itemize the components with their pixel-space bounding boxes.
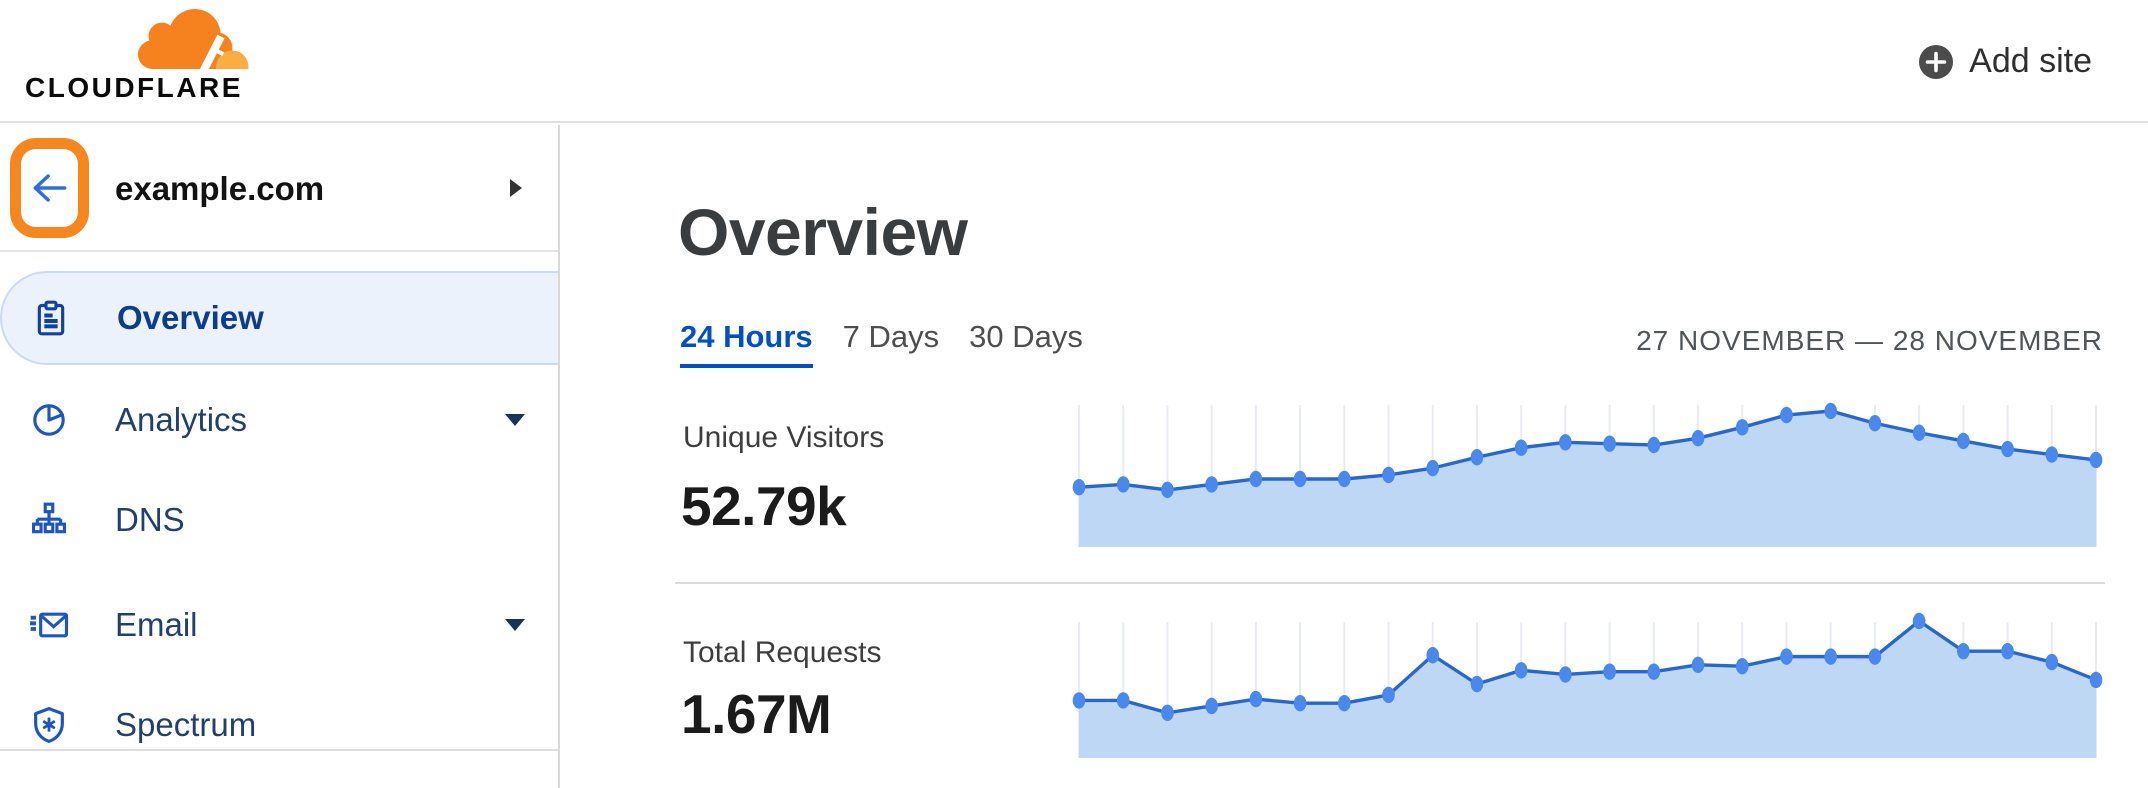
- site-name: example.com: [115, 169, 325, 207]
- tab-30-days[interactable]: 30 Days: [969, 319, 1083, 354]
- cloudflare-cloud-icon: [138, 9, 249, 70]
- back-arrow-icon: [33, 174, 66, 202]
- sidebar-item-email[interactable]: Email: [0, 578, 558, 672]
- chevron-right-icon: [510, 179, 522, 197]
- dns-tree-icon: [27, 500, 71, 540]
- expand-site-menu-button[interactable]: [508, 177, 524, 199]
- unique-visitors-label: Unique Visitors: [683, 421, 885, 454]
- total-requests-label: Total Requests: [683, 636, 882, 669]
- caret-down-icon[interactable]: [504, 617, 526, 633]
- back-button[interactable]: [28, 166, 72, 210]
- total-requests-chart: [1072, 612, 2103, 758]
- unique-visitors-chart: [1072, 402, 2103, 547]
- site-selector-row: example.com: [0, 125, 558, 252]
- main-content: Overview 24 Hours 7 Days 30 Days 27 NOVE…: [562, 125, 2148, 788]
- unique-visitors-value: 52.79k: [681, 475, 847, 537]
- cloudflare-wordmark: CLOUDFLARE: [25, 72, 243, 103]
- sidebar-item-dns[interactable]: DNS: [0, 473, 558, 567]
- date-range-label: 27 NOVEMBER — 28 NOVEMBER: [1636, 325, 2103, 356]
- sidebar-item-label: Email: [115, 606, 198, 643]
- time-range-tabs: 24 Hours 7 Days 30 Days: [680, 319, 1083, 368]
- sidebar-group-divider: [0, 749, 558, 751]
- shield-icon: [27, 705, 71, 745]
- sidebar: example.com Overview Analytics: [0, 125, 560, 788]
- add-site-button[interactable]: Add site: [1918, 0, 2092, 123]
- email-icon: [27, 605, 71, 645]
- add-site-label: Add site: [1969, 42, 2092, 80]
- tab-7-days[interactable]: 7 Days: [842, 319, 940, 354]
- annotation-highlight-box: [10, 138, 89, 238]
- top-header: CLOUDFLARE Add site: [0, 0, 2148, 123]
- pie-chart-icon: [27, 400, 71, 440]
- total-requests-value: 1.67M: [681, 683, 832, 745]
- sidebar-item-analytics[interactable]: Analytics: [0, 373, 558, 467]
- cloudflare-logo: CLOUDFLARE: [25, 6, 270, 110]
- sidebar-item-label: Analytics: [115, 401, 248, 438]
- sidebar-item-overview[interactable]: Overview: [0, 271, 558, 365]
- page-title: Overview: [678, 195, 968, 269]
- tab-24-hours[interactable]: 24 Hours: [680, 319, 813, 368]
- plus-icon: [1919, 44, 1954, 79]
- caret-down-icon[interactable]: [504, 412, 526, 428]
- sidebar-item-label: DNS: [115, 501, 185, 538]
- stats-row-divider: [675, 582, 2105, 584]
- clipboard-icon: [29, 298, 73, 338]
- sidebar-item-spectrum[interactable]: Spectrum: [0, 678, 558, 772]
- sidebar-item-label: Spectrum: [115, 706, 257, 743]
- sidebar-item-label: Overview: [117, 299, 264, 336]
